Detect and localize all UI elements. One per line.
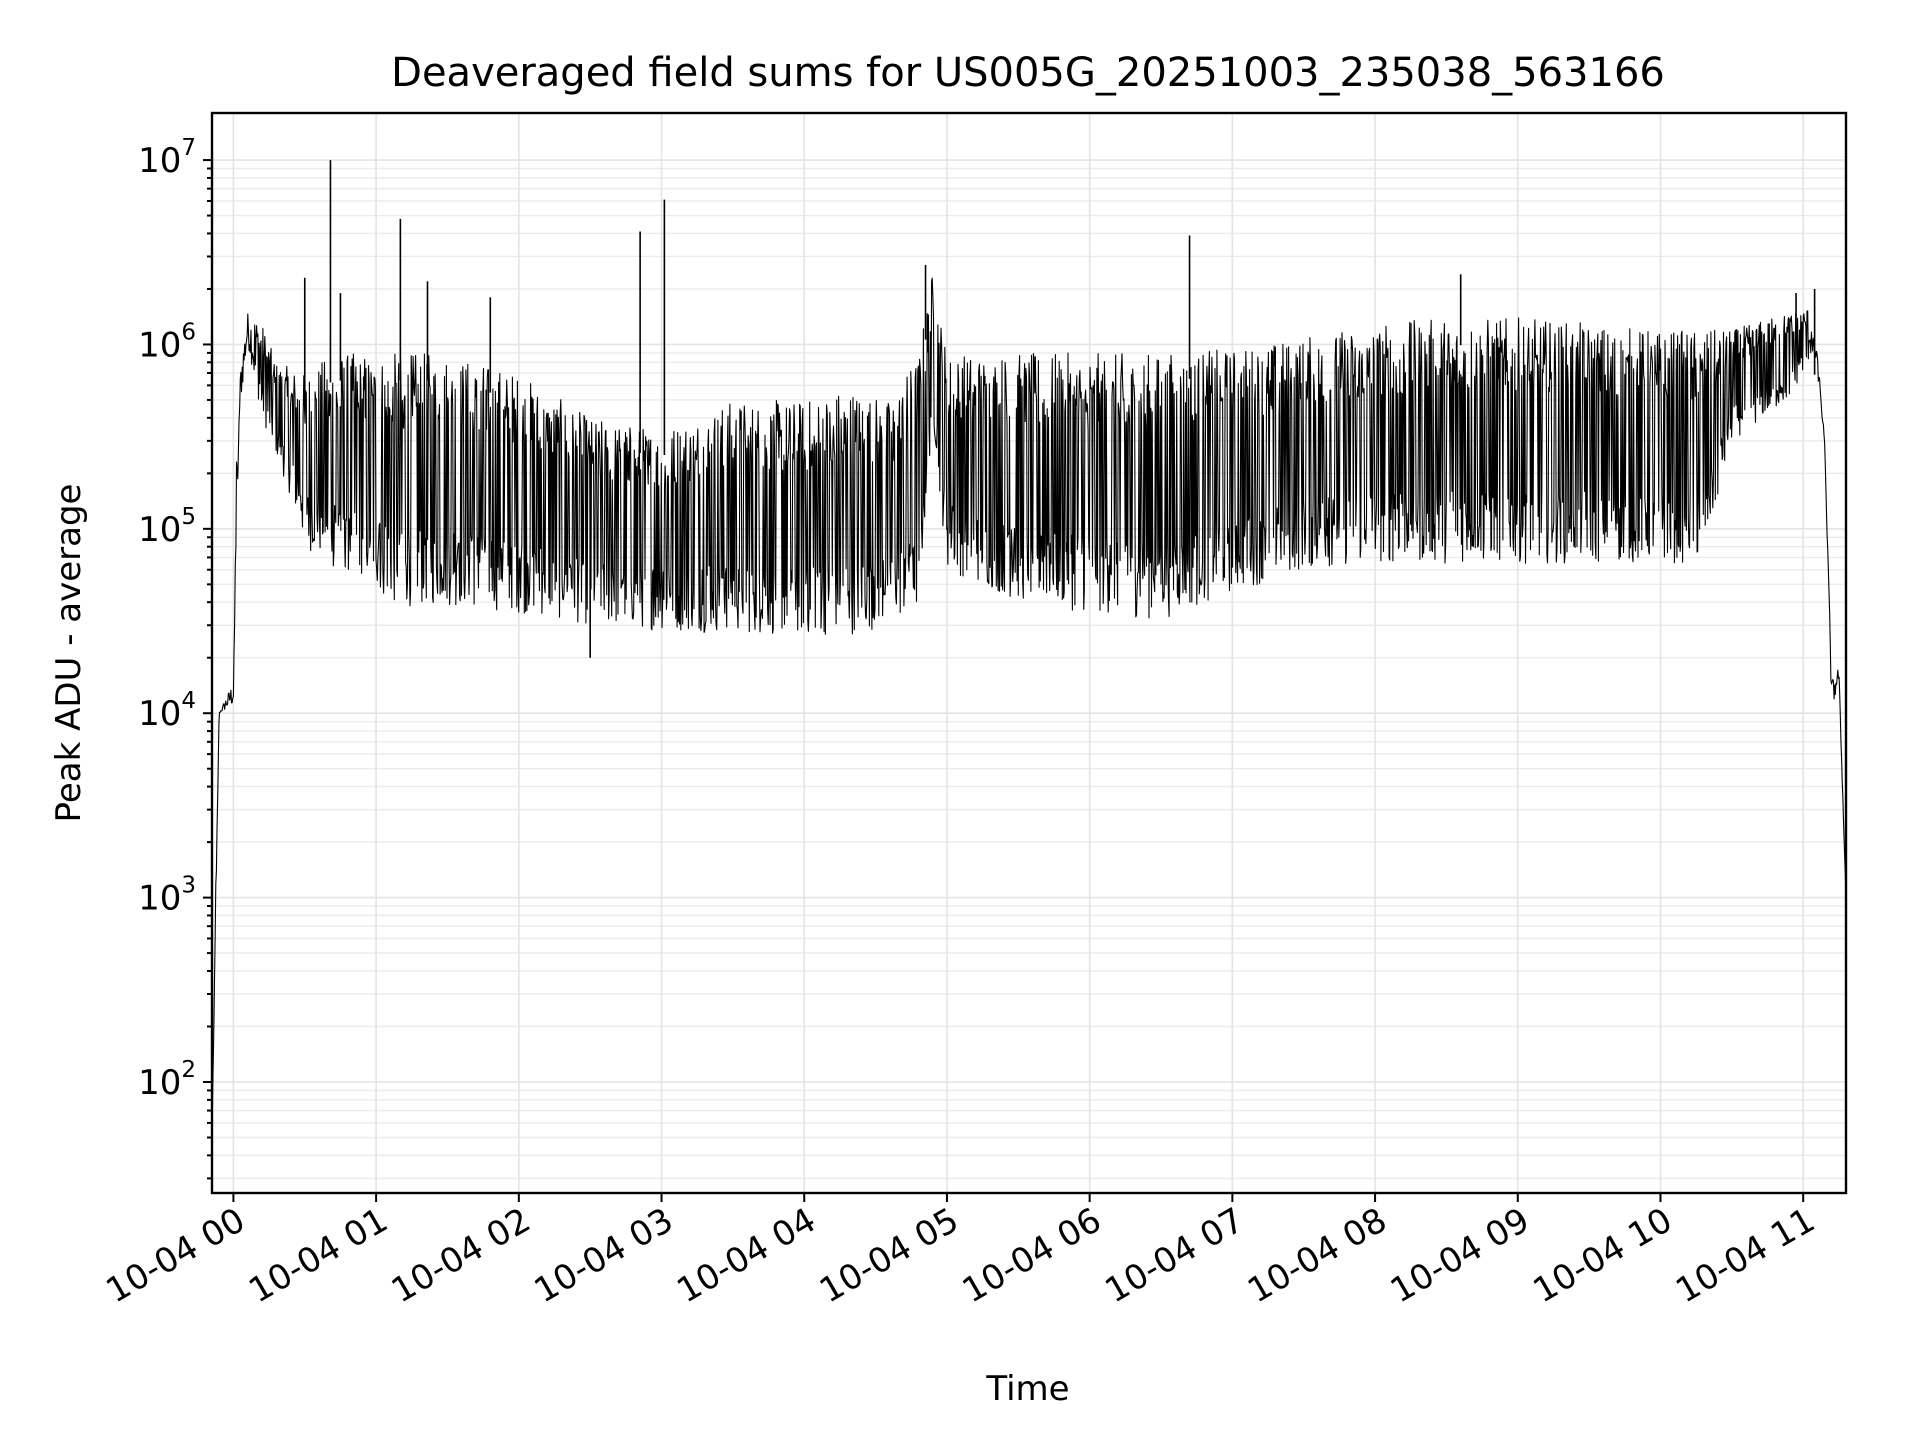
y-tick-label: 106 [138,319,196,365]
series-line [211,277,1847,1138]
series-layer [211,160,1847,1138]
chart-title: Deaveraged field sums for US005G_2025100… [391,50,1665,96]
y-axis: 102 103 104 105 106 107 [138,135,212,1180]
y-tick-label: 105 [138,504,196,550]
y-tick-label: 104 [138,688,196,734]
plot-frame [210,111,1848,1195]
y-tick-label: 102 [138,1057,196,1103]
x-axis-label: Time [985,1369,1069,1409]
y-tick-label: 107 [138,135,196,181]
y-axis-label: Peak ADU - average [49,484,89,823]
y-tick-label: 103 [138,873,196,919]
